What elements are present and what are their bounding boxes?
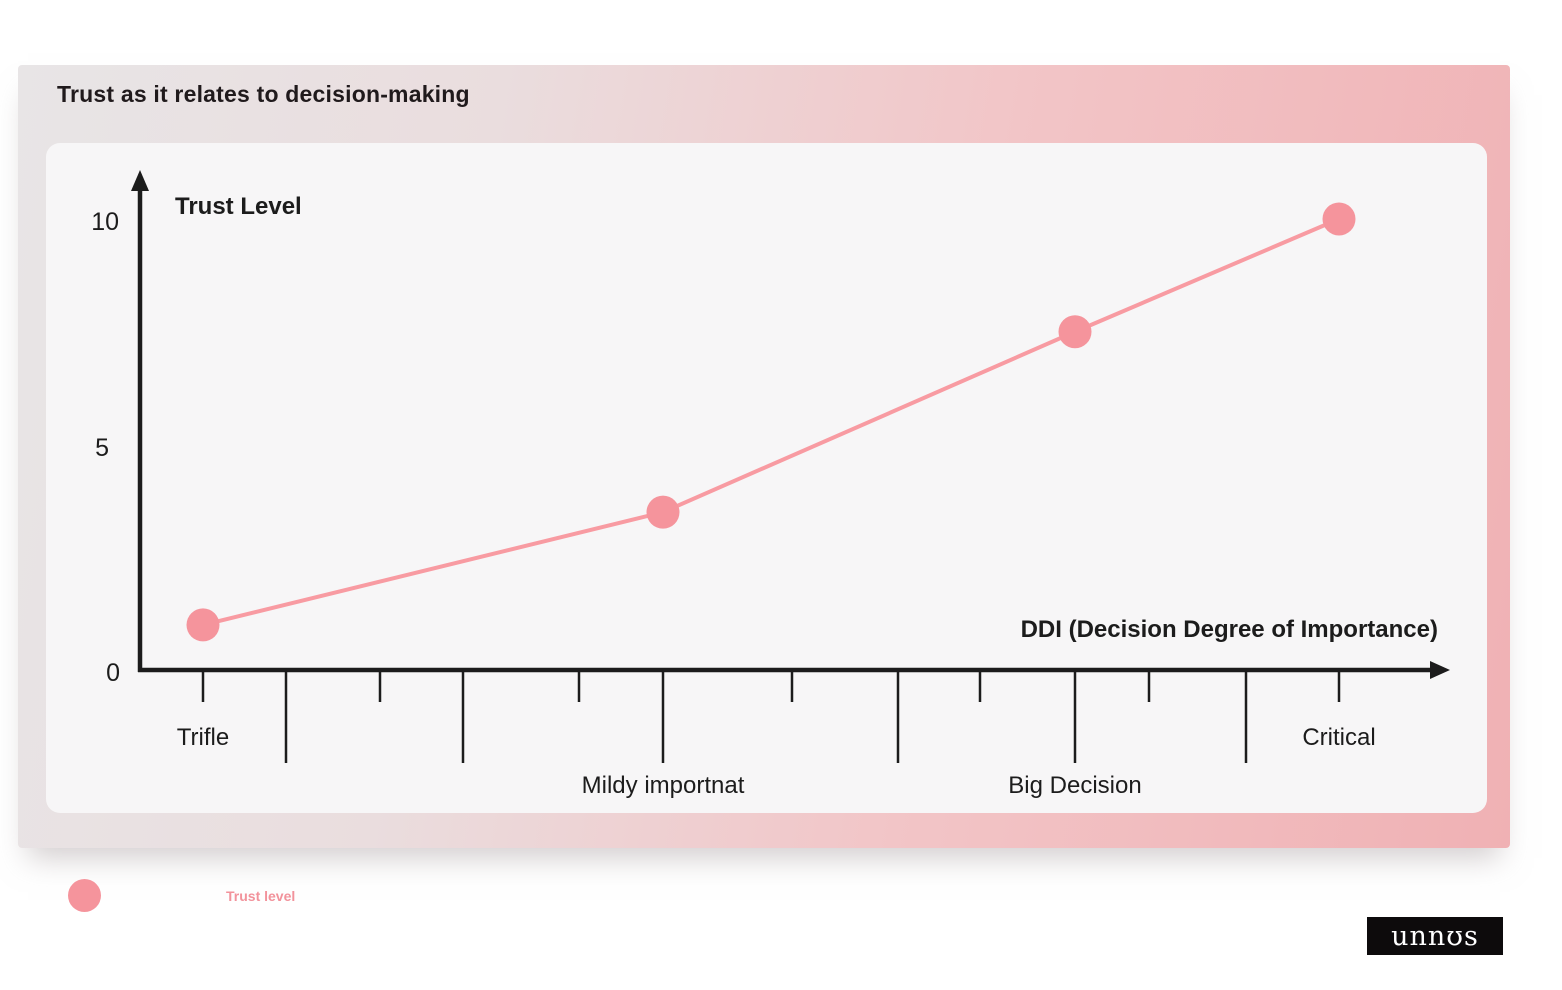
chart-card: Trust as it relates to decision-making 1…: [18, 65, 1510, 848]
x-axis-title: DDI (Decision Degree of Importance): [1021, 616, 1438, 643]
trust-level-series-line: [202, 217, 1340, 627]
y-axis-title: Trust Level: [175, 193, 302, 220]
legend-label: Trust level: [226, 888, 296, 904]
y-tick-label-10: 10: [91, 208, 119, 236]
brand-logo: unnʊs: [1367, 917, 1503, 955]
plot-panel: 10 5 0 Trust Level DDI (Decision Degree …: [46, 143, 1487, 813]
line-chart: 10 5 0 Trust Level DDI (Decision Degree …: [91, 170, 1450, 799]
x-category-label-critical: Critical: [1302, 724, 1375, 751]
y-tick-label-5: 5: [95, 434, 109, 462]
chart-title: Trust as it relates to decision-making: [57, 81, 470, 107]
y-axis-arrow-icon: [131, 170, 149, 191]
x-axis-arrow-icon: [1430, 661, 1450, 679]
data-point-marker: [1322, 202, 1356, 236]
data-point-marker: [186, 608, 220, 642]
legend-marker-icon: [68, 879, 101, 912]
x-category-label-mildy-important: Mildy importnat: [582, 772, 745, 799]
brand-logo-text: unnʊs: [1391, 920, 1479, 952]
x-category-label-trifle: Trifle: [177, 724, 229, 751]
data-point-marker: [1058, 315, 1092, 349]
y-tick-label-0: 0: [106, 659, 120, 687]
data-point-marker: [646, 495, 680, 529]
x-category-label-big-decision: Big Decision: [1008, 772, 1141, 799]
plot-layer: [186, 202, 1356, 763]
